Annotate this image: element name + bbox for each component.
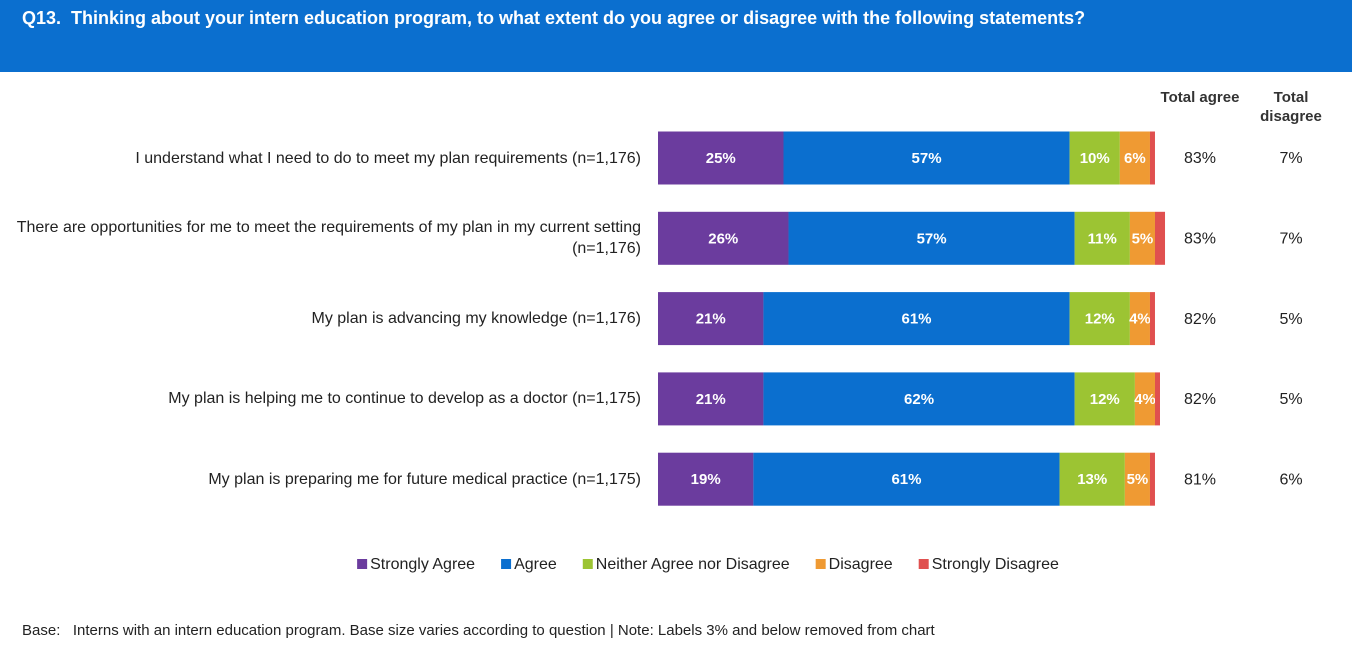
column-header: Total agree [1160, 89, 1240, 106]
title-banner [0, 0, 1352, 72]
data-label: 4% [1129, 311, 1151, 328]
bar-segment [1149, 452, 1155, 506]
bar-segment [1129, 211, 1155, 265]
legend-swatch [918, 559, 929, 569]
data-label: 12% [1085, 311, 1115, 328]
bar-segment [1154, 372, 1160, 426]
legend-label: Strongly Disagree [932, 556, 1059, 573]
total-value: 83% [1184, 150, 1216, 167]
bar-segment [658, 131, 784, 185]
data-label: 4% [1134, 391, 1156, 408]
column-header: Total disagree [1260, 89, 1322, 125]
bar-segment [1134, 372, 1155, 426]
bar-segment [1074, 372, 1135, 426]
bar-segment [658, 452, 754, 506]
bar-segment [1129, 292, 1150, 346]
bar-segment [753, 452, 1060, 506]
bar-segment [1119, 131, 1150, 185]
data-label: 25% [706, 150, 736, 167]
total-value: 82% [1184, 391, 1216, 408]
total-value: 83% [1184, 231, 1216, 248]
bar-segment [1069, 292, 1130, 346]
bar-segment [1059, 452, 1125, 506]
total-value: 5% [1279, 311, 1302, 328]
chart-title: Q13. Thinking about your intern educatio… [22, 8, 1086, 28]
legend-label: Agree [514, 556, 557, 573]
category-label: My plan is advancing my knowledge (n=1,1… [311, 310, 641, 328]
total-value: 6% [1279, 471, 1302, 488]
legend-swatch [501, 559, 512, 569]
total-value: 7% [1279, 231, 1302, 248]
footnote: Base: Interns with an intern education p… [22, 622, 935, 639]
data-label: 19% [691, 471, 721, 488]
data-label: 13% [1077, 471, 1107, 488]
bar-segment [658, 292, 764, 346]
data-label: 12% [1090, 391, 1120, 408]
bar-segment [1149, 131, 1155, 185]
total-value: 81% [1184, 471, 1216, 488]
legend-label: Disagree [829, 556, 893, 573]
data-label: 21% [696, 391, 726, 408]
bar-segment [783, 131, 1070, 185]
category-label: My plan is helping me to continue to dev… [168, 390, 641, 408]
bar-segment [1074, 211, 1130, 265]
total-value: 5% [1279, 391, 1302, 408]
data-label: 62% [904, 391, 934, 408]
data-label: 5% [1132, 230, 1154, 247]
bar-segment [658, 372, 764, 426]
total-value: 82% [1184, 311, 1216, 328]
category-label: I understand what I need to do to meet m… [135, 149, 641, 167]
legend-label: Neither Agree nor Disagree [596, 556, 790, 573]
bar-segment [1149, 292, 1155, 346]
bar-segment [1069, 131, 1120, 185]
bar-segment [788, 211, 1075, 265]
legend-swatch [582, 559, 593, 569]
bar-segment [1154, 211, 1166, 265]
data-label: 21% [696, 311, 726, 328]
data-label: 11% [1088, 230, 1117, 247]
data-label: 5% [1127, 471, 1149, 488]
total-value: 7% [1279, 150, 1302, 167]
data-label: 57% [917, 230, 947, 247]
data-label: 61% [902, 311, 932, 328]
data-label: 26% [708, 230, 738, 247]
bar-segment [1124, 452, 1150, 506]
bar-segment [763, 292, 1070, 346]
category-label: My plan is preparing me for future medic… [208, 470, 641, 488]
legend-label: Strongly Agree [370, 556, 475, 573]
data-label: 57% [912, 150, 942, 167]
category-label: There are opportunities for me to meet t… [16, 219, 641, 258]
data-label: 61% [891, 471, 921, 488]
bar-segment [658, 211, 789, 265]
data-label: 10% [1080, 150, 1110, 167]
legend-swatch [357, 559, 368, 569]
legend-swatch [815, 559, 826, 569]
data-label: 6% [1124, 150, 1146, 167]
bar-segment [763, 372, 1075, 426]
